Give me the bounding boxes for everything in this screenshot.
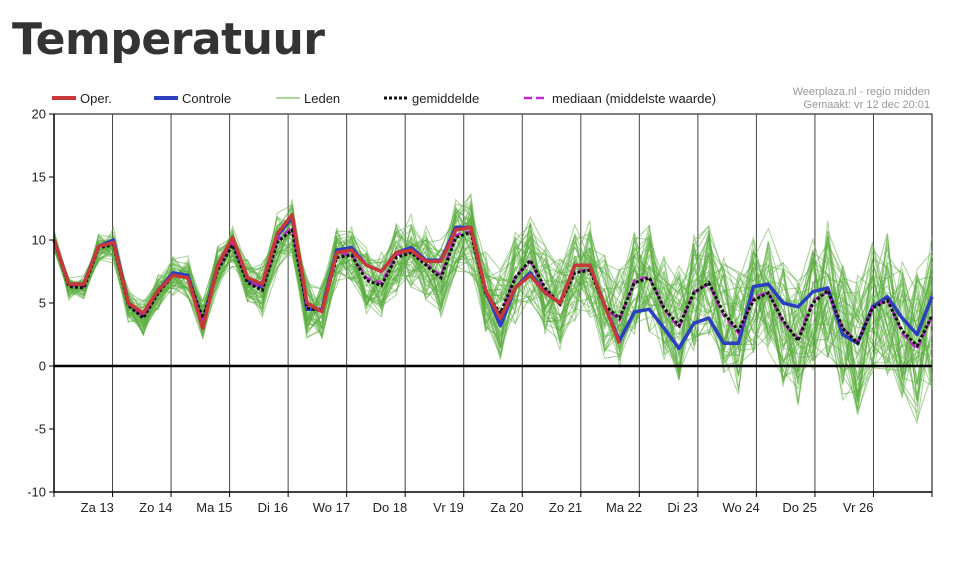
legend-item-leden: Leden [276, 91, 340, 106]
x-tick-label: Za 20 [490, 500, 523, 515]
page-title: Temperatuur [12, 14, 325, 65]
x-tick-label: Ma 22 [606, 500, 642, 515]
legend-label-oper: Oper. [80, 91, 112, 106]
x-tick-label: Vr 26 [843, 500, 874, 515]
y-tick-label: 5 [39, 296, 46, 311]
y-tick-label: 10 [32, 233, 46, 248]
temperature-chart: Oper. Controle Leden gemiddelde mediaan (mid… [0, 80, 963, 570]
legend-label-controle: Controle [182, 91, 231, 106]
y-tick-label: 20 [32, 107, 46, 122]
legend-label-leden: Leden [304, 91, 340, 106]
x-tick-label: Di 16 [258, 500, 288, 515]
y-tick-label: -10 [27, 485, 46, 500]
legend-label-gemiddelde: gemiddelde [412, 91, 479, 106]
legend-label-mediaan: mediaan (middelste waarde) [552, 91, 716, 106]
series-line-oper [52, 213, 622, 344]
legend-item-controle: Controle [154, 91, 231, 106]
legend-item-mediaan: mediaan (middelste waarde) [524, 91, 716, 106]
credit-source: Weerplaza.nl - regio midden [793, 86, 930, 98]
legend-item-gemiddelde: gemiddelde [384, 91, 479, 106]
y-tick-label: 0 [39, 359, 46, 374]
x-tick-label: Di 23 [667, 500, 697, 515]
x-tick-label: Za 13 [81, 500, 114, 515]
y-tick-label: -5 [34, 422, 46, 437]
x-tick-label: Do 18 [373, 500, 408, 515]
x-tick-label: Ma 15 [196, 500, 232, 515]
chart-legend: Oper. Controle Leden gemiddelde mediaan (mid… [52, 91, 716, 106]
x-tick-label: Do 25 [782, 500, 817, 515]
x-tick-label: Wo 24 [722, 500, 759, 515]
member-line [53, 214, 933, 380]
credit-timestamp: Gemaakt: vr 12 dec 20:01 [803, 99, 930, 111]
x-tick-label: Wo 17 [313, 500, 350, 515]
x-tick-label: Vr 19 [433, 500, 464, 515]
x-tick-label: Zo 14 [139, 500, 172, 515]
legend-item-oper: Oper. [52, 91, 112, 106]
series-line-mediaan [52, 225, 934, 352]
x-tick-label: Zo 21 [549, 500, 582, 515]
chart-svg: Oper. Controle Leden gemiddelde mediaan (mid… [27, 86, 934, 515]
y-tick-label: 15 [32, 170, 46, 185]
chart-axes: 20 15 10 5 0 -5 -10 Za 13 Zo 14 Ma 15 Di 16 Wo 17 Do… [27, 107, 933, 515]
plot-area [52, 113, 934, 493]
